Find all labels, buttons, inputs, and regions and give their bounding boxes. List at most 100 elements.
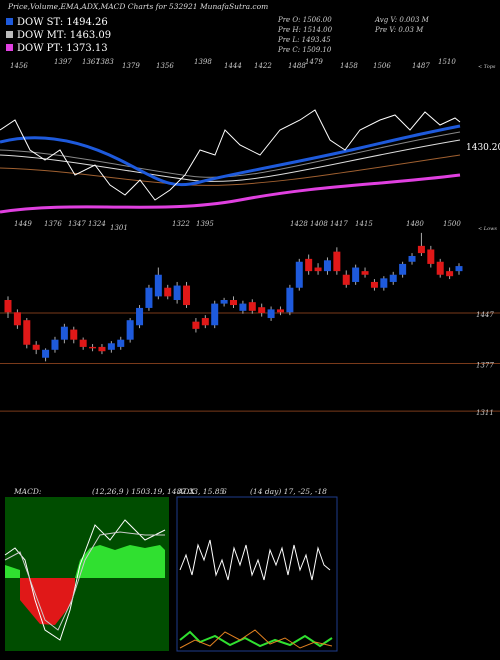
ema-lines: [0, 109, 461, 214]
top-label: 1488: [288, 62, 306, 70]
candle-body: [399, 263, 407, 275]
legend-swatch: [6, 44, 13, 51]
info-item: Pre V: 0.03 M: [374, 26, 424, 34]
low-label: 1376: [44, 220, 62, 228]
di-plus: [179, 630, 333, 648]
candle-body: [267, 309, 275, 319]
top-label: 1422: [254, 62, 272, 70]
candle-body: [13, 312, 21, 326]
candle-body: [173, 285, 181, 300]
candle-body: [136, 307, 144, 326]
tops: 1456 1397 1367 1383 1379 1356 1398 1444 …: [10, 58, 496, 70]
candle-body: [427, 249, 435, 264]
candle-body: [248, 302, 256, 311]
candle-body: [342, 274, 350, 285]
legend-swatch: [6, 18, 13, 25]
candle-body: [70, 329, 78, 340]
top-label: 1479: [305, 58, 323, 66]
tops-label: < Tops: [478, 64, 496, 70]
y-tick-label: 1447: [476, 311, 494, 319]
low-label: 1415: [355, 220, 373, 228]
candle-body: [370, 281, 378, 288]
candle-body: [258, 307, 266, 313]
top-label: 1487: [412, 62, 430, 70]
adx-value: 6: [222, 487, 227, 496]
adx-text: (14 day) 17, -25, -18: [250, 487, 327, 496]
info-item: Pre C: 1509.10: [277, 46, 332, 54]
top-label: 1383: [96, 58, 114, 66]
candles: 1311 1377 1447: [0, 232, 500, 417]
info-item: Pre H: 1514.00: [277, 26, 333, 34]
macd-hist: [5, 578, 75, 625]
candle-body: [436, 261, 444, 275]
top-label: 1397: [54, 58, 72, 66]
y-tick-label: 1377: [476, 362, 494, 370]
low-label: 1301: [110, 224, 128, 232]
top-label: 1398: [194, 58, 212, 66]
top-label: 1510: [438, 58, 456, 66]
candle-body: [42, 349, 50, 358]
last-label: 1430.20: [466, 143, 500, 153]
candle-body: [333, 251, 341, 272]
candle-body: [183, 285, 191, 306]
candle-body: [286, 287, 294, 313]
candle-body: [389, 274, 397, 282]
candle-body: [51, 339, 59, 350]
low-label: 1417: [330, 220, 348, 228]
candle-body: [117, 339, 125, 347]
top-label: 1444: [224, 62, 242, 70]
low-label: 1480: [406, 220, 424, 228]
title: Price,Volume,EMA,ADX,MACD Charts for 532…: [7, 2, 268, 11]
top-label: 1367: [82, 58, 100, 66]
macd-signal: [4, 531, 165, 631]
candle-body: [314, 267, 322, 272]
ema-line: [0, 154, 461, 186]
low-label: 1347: [68, 220, 86, 228]
candle-body: [455, 266, 463, 272]
candle-body: [239, 303, 247, 311]
candle-body: [192, 321, 200, 329]
candle-body: [107, 343, 115, 350]
candle-body: [154, 274, 162, 297]
adx-line: [179, 539, 331, 581]
candle-body: [230, 300, 237, 306]
candle-body: [126, 320, 134, 340]
price-line: [0, 109, 461, 201]
candle-body: [211, 303, 219, 326]
legend-label: DOW ST: 1494.26: [17, 17, 108, 28]
macd-line: [4, 519, 166, 641]
ema-line: [0, 124, 461, 187]
adx-label: ADX: [177, 487, 195, 496]
candle-body: [408, 255, 416, 262]
candle-body: [145, 287, 153, 308]
candle-body: [220, 300, 228, 304]
top-label: 1456: [10, 62, 28, 70]
candle-body: [305, 258, 313, 272]
candle-body: [60, 326, 68, 340]
ema-line: [0, 139, 461, 182]
lows-label: < Lows: [478, 226, 497, 232]
legend-label: DOW MT: 1463.09: [17, 30, 111, 41]
ema-line: [0, 131, 461, 178]
info: Pre O: 1506.00 Pre H: 1514.00 Pre L: 149…: [277, 16, 430, 54]
macd-text: (12,26,9 ) 1503.19, 1487.33, 15.85: [92, 487, 225, 496]
candle-body: [295, 261, 303, 288]
macd-label: MACD:: [13, 487, 42, 496]
low-label: 1500: [443, 220, 461, 228]
top-label: 1356: [156, 62, 174, 70]
low-label: 1428: [290, 220, 308, 228]
candle-body: [361, 271, 369, 275]
low-label: 1395: [196, 220, 214, 228]
candle-body: [89, 346, 97, 349]
low-label: 1449: [14, 220, 32, 228]
info-item: Pre L: 1493.45: [277, 36, 331, 44]
candle-body: [164, 287, 172, 297]
candle-body: [4, 300, 12, 313]
low-label: 1322: [172, 220, 190, 228]
y-tick-label: 1311: [476, 409, 494, 417]
top-label: 1458: [340, 62, 358, 70]
candle-body: [380, 278, 388, 288]
candle-body: [23, 320, 31, 345]
ema-line: [0, 173, 461, 214]
